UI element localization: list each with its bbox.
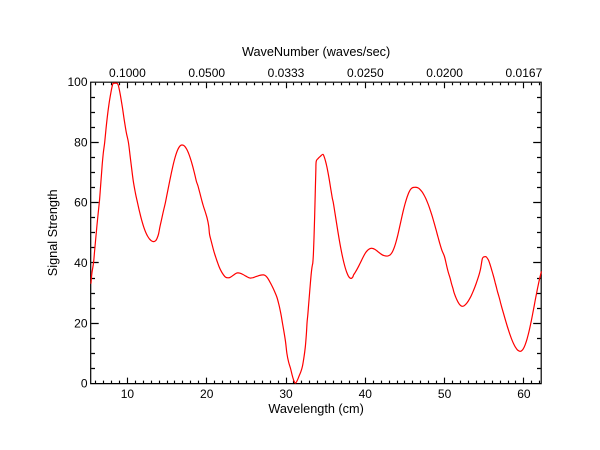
svg-text:100: 100 bbox=[67, 75, 87, 89]
svg-text:60: 60 bbox=[74, 196, 88, 210]
svg-text:WaveNumber (waves/sec): WaveNumber (waves/sec) bbox=[242, 45, 390, 59]
svg-text:40: 40 bbox=[359, 387, 373, 401]
svg-text:0.0167: 0.0167 bbox=[506, 66, 543, 80]
svg-text:60: 60 bbox=[517, 387, 531, 401]
svg-text:10: 10 bbox=[121, 387, 135, 401]
svg-text:40: 40 bbox=[74, 256, 88, 270]
svg-text:Signal Strength: Signal Strength bbox=[46, 189, 60, 276]
svg-text:30: 30 bbox=[279, 387, 293, 401]
svg-text:0.0200: 0.0200 bbox=[426, 66, 463, 80]
svg-text:80: 80 bbox=[74, 135, 88, 149]
svg-text:0: 0 bbox=[81, 377, 88, 391]
svg-text:50: 50 bbox=[438, 387, 452, 401]
svg-text:20: 20 bbox=[74, 316, 88, 330]
svg-text:20: 20 bbox=[200, 387, 214, 401]
svg-text:0.0500: 0.0500 bbox=[188, 66, 225, 80]
svg-text:0.0333: 0.0333 bbox=[268, 66, 305, 80]
svg-text:Wavelength (cm): Wavelength (cm) bbox=[268, 402, 363, 416]
svg-text:0.0250: 0.0250 bbox=[347, 66, 384, 80]
svg-text:0.1000: 0.1000 bbox=[109, 66, 146, 80]
